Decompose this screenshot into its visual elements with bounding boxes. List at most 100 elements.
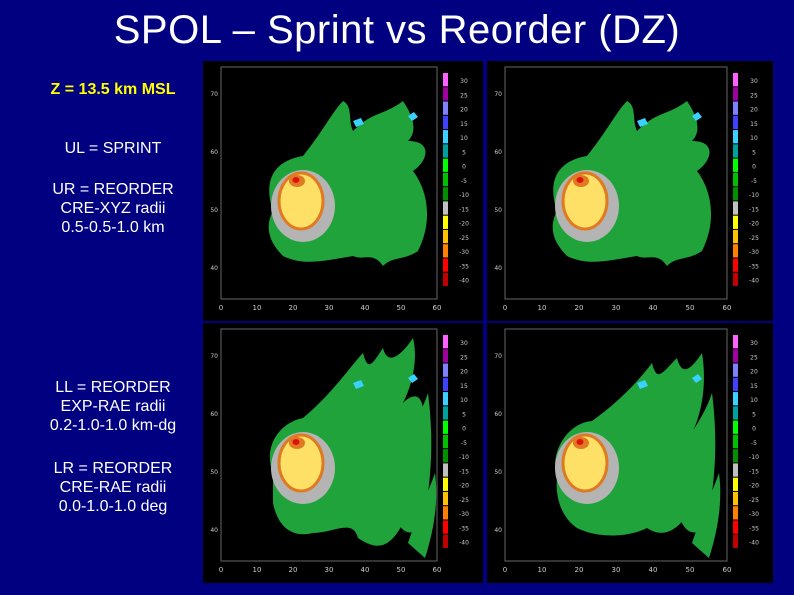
colorbar-label: 5	[752, 149, 756, 156]
radar-panel-lr: 0 10 20 30 40 50 60 40 50 60 70 30 25 20 15 10 5 0 -5 -10 -1…	[487, 323, 773, 583]
echo-cyan	[408, 112, 418, 121]
colorbar-segment	[733, 406, 738, 420]
colorbar-label: -15	[459, 206, 469, 213]
colorbar-segment	[443, 477, 448, 491]
colorbar-segment	[443, 420, 448, 434]
x-tick-label: 50	[686, 566, 695, 574]
colorbar-label: 30	[460, 340, 468, 347]
colorbar-segment	[733, 201, 738, 215]
y-tick-label: 40	[210, 265, 218, 272]
echo-core-yellow	[561, 171, 609, 231]
ur-line-2: CRE-XYZ radii	[60, 200, 166, 217]
colorbar-label: -30	[459, 249, 469, 256]
y-tick-label: 50	[494, 469, 502, 476]
colorbar-label: -40	[459, 278, 469, 285]
y-tick-label: 70	[210, 91, 218, 98]
echo-core-red	[576, 177, 584, 183]
colorbar-segment	[733, 420, 738, 434]
colorbar-label: -35	[459, 263, 469, 270]
colorbar-label: -25	[749, 235, 759, 242]
colorbar-segment	[443, 229, 448, 244]
x-tick-label: 30	[325, 566, 334, 574]
x-tick-label: 0	[219, 566, 223, 574]
radar-panel-ul: 0 10 20 30 40 50 60 40 50 60 70 30 25 20 15 10 5 0 -5 -10 -1…	[203, 61, 483, 321]
colorbar-segment	[443, 215, 448, 229]
radar-image-sprint: 0 10 20 30 40 50 6040506070302520151050-5-10-1…	[210, 66, 469, 312]
echo-streak	[383, 393, 432, 533]
echo-cyan	[692, 374, 702, 383]
radar-image-cre-rae: 0 10 20 30 40 50 6040506070302520151050-5-10-1…	[494, 328, 759, 574]
colorbar-segment	[443, 335, 448, 349]
colorbar-segment	[733, 491, 738, 506]
colorbar-label: -15	[749, 206, 759, 213]
colorbar-label: -20	[459, 483, 469, 490]
colorbar-segment	[733, 392, 738, 406]
colorbar-segment	[733, 73, 738, 87]
colorbar-label: -20	[459, 221, 469, 228]
colorbar-segment	[733, 158, 738, 172]
radar-image-cre-xyz: 0 10 20 30 40 50 6040506070302520151050-5-10-1…	[494, 66, 759, 312]
echo-cyan	[353, 380, 364, 389]
colorbar-label: 20	[750, 369, 758, 376]
colorbar-segment	[443, 363, 448, 377]
colorbar-segment	[733, 130, 738, 144]
ll-line-1: LL = REORDER	[55, 379, 171, 396]
colorbar-label: 15	[460, 383, 468, 390]
colorbar-segment	[733, 115, 738, 130]
colorbar-segment	[443, 172, 448, 187]
y-tick-label: 70	[210, 353, 218, 360]
y-tick-label: 40	[210, 527, 218, 534]
y-tick-label: 60	[210, 149, 218, 156]
x-tick-label: 20	[289, 566, 298, 574]
echo-cyan	[408, 374, 418, 383]
colorbar-segment	[733, 244, 738, 258]
x-tick-label: 30	[325, 304, 334, 312]
colorbar-segment	[443, 349, 448, 363]
colorbar-segment	[733, 335, 738, 349]
colorbar-label: -40	[459, 540, 469, 547]
y-tick-label: 50	[210, 469, 218, 476]
lr-line-1: LR = REORDER	[53, 460, 173, 477]
ll-line-3: 0.2-1.0-1.0 km-dg	[49, 417, 177, 434]
echo-core-red	[292, 439, 300, 445]
colorbar-label: 25	[750, 92, 758, 99]
x-tick-label: 30	[612, 566, 621, 574]
colorbar-label: 20	[750, 107, 758, 114]
echo-cyan	[637, 118, 648, 127]
x-tick-label: 60	[433, 566, 442, 574]
colorbar-label: -40	[749, 278, 759, 285]
y-tick-label: 70	[494, 91, 502, 98]
lr-line-2: CRE-RAE radii	[59, 479, 167, 496]
ll-line-2: EXP-RAE radii	[60, 398, 166, 415]
colorbar-segment	[443, 87, 448, 101]
colorbar-segment	[443, 377, 448, 392]
ur-line-1: UR = REORDER	[52, 181, 174, 198]
colorbar-label: 20	[460, 107, 468, 114]
echo-streak	[692, 473, 721, 558]
colorbar-label: 10	[750, 397, 758, 404]
x-tick-label: 10	[253, 566, 262, 574]
echo-core-red	[292, 177, 300, 183]
x-tick-label: 60	[433, 304, 442, 312]
x-tick-label: 50	[397, 304, 406, 312]
colorbar-segment	[443, 244, 448, 258]
colorbar-segment	[443, 463, 448, 477]
colorbar-segment	[733, 258, 738, 272]
colorbar-label: -25	[459, 235, 469, 242]
colorbar-segment	[443, 258, 448, 272]
slide-title: SPOL – Sprint vs Reorder (DZ)	[113, 8, 681, 52]
colorbar-label: -30	[749, 511, 759, 518]
colorbar-segment	[733, 477, 738, 491]
colorbar-segment	[733, 215, 738, 229]
colorbar-label: 25	[460, 92, 468, 99]
colorbar-label: -40	[749, 540, 759, 547]
x-tick-label: 0	[219, 304, 223, 312]
x-tick-label: 40	[361, 566, 370, 574]
colorbar-label: -25	[749, 497, 759, 504]
x-tick-label: 40	[649, 566, 658, 574]
x-tick-label: 20	[575, 566, 584, 574]
colorbar-segment	[443, 144, 448, 158]
echo-core-yellow	[561, 433, 609, 493]
y-tick-label: 70	[494, 353, 502, 360]
ul-label: UL = SPRINT	[64, 140, 162, 157]
